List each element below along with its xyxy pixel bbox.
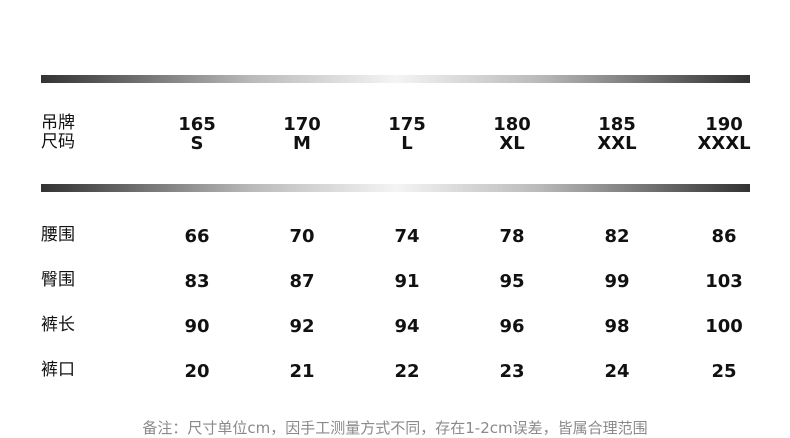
height-label: 165	[178, 114, 216, 135]
measurement-cell: 82	[604, 226, 630, 247]
footnote: 备注：尺寸单位cm，因手工测量方式不同，存在1-2cm误差，皆属合理范围	[142, 419, 648, 437]
measurement-cell: 90	[184, 316, 210, 337]
size-column-header: 185 XXL	[567, 115, 667, 153]
measurement-cell: 70	[289, 226, 315, 247]
header-divider-bar	[41, 184, 750, 192]
measurement-cell: 99	[604, 271, 630, 292]
row-label: 臀围	[41, 270, 75, 290]
header-label: 吊牌 尺码	[41, 114, 75, 152]
size-label: L	[401, 133, 413, 154]
measurement-cell: 22	[394, 361, 420, 382]
measurement-cell: 96	[499, 316, 525, 337]
measurement-cell: 94	[394, 316, 420, 337]
measurement-cell: 21	[289, 361, 315, 382]
measurement-cell: 24	[604, 361, 630, 382]
size-label: M	[293, 133, 311, 154]
size-column-header: 190 XXXL	[674, 115, 774, 153]
height-label: 190	[705, 114, 743, 135]
measurement-cell: 78	[499, 226, 525, 247]
size-label: XL	[499, 133, 525, 154]
measurement-cell: 91	[394, 271, 420, 292]
measurement-cell: 100	[705, 316, 743, 337]
measurement-cell: 20	[184, 361, 210, 382]
height-label: 185	[598, 114, 636, 135]
row-label: 腰围	[41, 225, 75, 245]
measurement-cell: 87	[289, 271, 315, 292]
size-label: XXL	[597, 133, 637, 154]
height-label: 170	[283, 114, 321, 135]
header-label-line2: 尺码	[41, 132, 75, 152]
measurement-cell: 86	[711, 226, 737, 247]
measurement-cell: 95	[499, 271, 525, 292]
size-label: S	[190, 133, 204, 154]
row-label: 裤口	[41, 360, 75, 380]
measurement-cell: 83	[184, 271, 210, 292]
height-label: 175	[388, 114, 426, 135]
size-column-header: 165 S	[147, 115, 247, 153]
measurement-cell: 74	[394, 226, 420, 247]
size-column-header: 175 L	[357, 115, 457, 153]
row-label: 裤长	[41, 315, 75, 335]
measurement-cell: 98	[604, 316, 630, 337]
top-divider-bar	[41, 75, 750, 83]
height-label: 180	[493, 114, 531, 135]
size-column-header: 170 M	[252, 115, 352, 153]
measurement-cell: 25	[711, 361, 737, 382]
measurement-cell: 103	[705, 271, 743, 292]
measurement-cell: 23	[499, 361, 525, 382]
size-column-header: 180 XL	[462, 115, 562, 153]
measurement-cell: 92	[289, 316, 315, 337]
size-label: XXXL	[697, 133, 751, 154]
header-label-line1: 吊牌	[41, 113, 75, 133]
measurement-cell: 66	[184, 226, 210, 247]
